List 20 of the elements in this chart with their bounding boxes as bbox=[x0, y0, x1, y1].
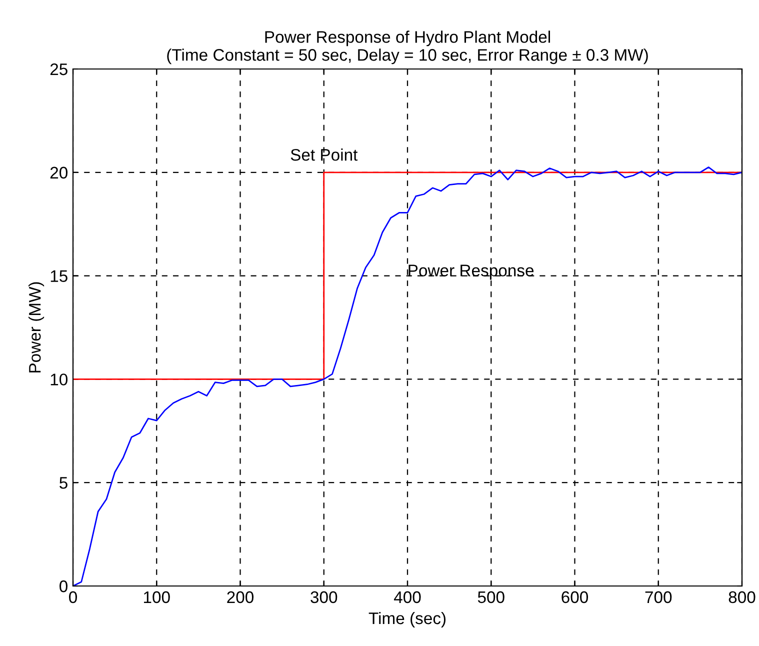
y-tick-label: 15 bbox=[50, 270, 68, 282]
y-tick-label: 20 bbox=[50, 166, 68, 179]
y-tick-label: 0 bbox=[60, 580, 68, 592]
x-tick-label: 500 bbox=[478, 591, 504, 604]
series-label: Set Point bbox=[290, 148, 358, 161]
y-tick-label: 10 bbox=[50, 374, 68, 386]
x-tick-label: 200 bbox=[227, 591, 254, 604]
x-tick-label: 700 bbox=[645, 591, 672, 604]
y-axis-title: Power (MW) bbox=[28, 282, 44, 372]
x-tick-label: 100 bbox=[144, 591, 170, 604]
y-tick-label: 5 bbox=[60, 477, 68, 489]
x-tick-label: 800 bbox=[728, 591, 756, 604]
x-tick-label: 300 bbox=[310, 591, 338, 604]
text: Power Response bbox=[408, 264, 534, 280]
y-tick-label: 25 bbox=[50, 63, 68, 76]
x-axis-title: Time (sec) bbox=[368, 612, 446, 628]
x-tick-label: 400 bbox=[394, 591, 421, 604]
x-tick-label: 0 bbox=[69, 591, 77, 604]
chart-title: Power Response of Hydro Plant Model (Time Constant = 50 sec, Delay = 10 sec, Error Range ± 0.3 MW) bbox=[167, 30, 648, 64]
x-tick-label: 600 bbox=[562, 591, 588, 604]
